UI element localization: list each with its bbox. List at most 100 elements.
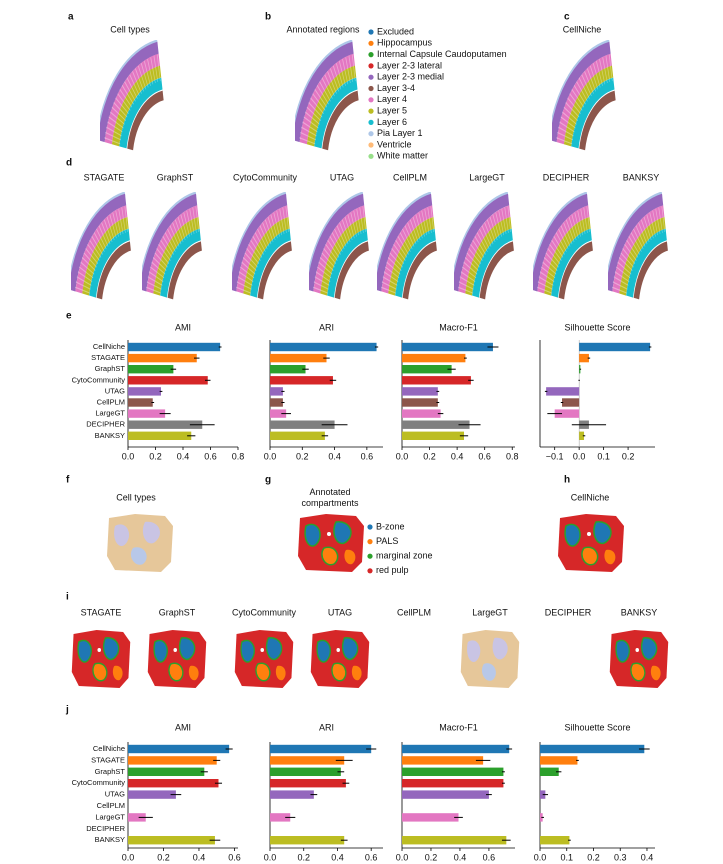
bar bbox=[128, 756, 217, 765]
panel-title: CellNiche bbox=[563, 24, 602, 34]
bar bbox=[128, 353, 197, 363]
method-label: DECIPHER bbox=[543, 172, 590, 182]
tissue-image bbox=[549, 42, 615, 150]
bar bbox=[270, 744, 372, 754]
bar bbox=[128, 342, 221, 352]
method-label: CytoCommunity bbox=[233, 172, 298, 182]
tissue-image bbox=[234, 629, 294, 689]
bar bbox=[402, 353, 466, 363]
bar bbox=[402, 387, 438, 396]
method-label: BANKSY bbox=[623, 172, 660, 182]
legend-label: Layer 2-3 medial bbox=[377, 72, 444, 82]
legend-label: Hippocampus bbox=[377, 38, 433, 48]
bar bbox=[270, 790, 314, 799]
panel-title: Cell types bbox=[110, 24, 150, 34]
tissue-image bbox=[140, 194, 202, 299]
x-tick-label: 0.3 bbox=[614, 852, 627, 862]
legend-label: White matter bbox=[377, 151, 428, 161]
legend-marker bbox=[368, 119, 374, 125]
tissue-image bbox=[297, 513, 365, 573]
tissue-image bbox=[609, 629, 669, 689]
x-tick-label: 0.6 bbox=[365, 852, 378, 862]
bar bbox=[270, 431, 325, 440]
x-tick-label: 0.8 bbox=[232, 451, 245, 461]
x-tick-label: 0.2 bbox=[587, 852, 600, 862]
tissue-image bbox=[97, 42, 163, 150]
legend-label: Pia Layer 1 bbox=[377, 128, 423, 138]
bar bbox=[128, 767, 205, 776]
bar bbox=[270, 813, 291, 822]
category-label: STAGATE bbox=[91, 353, 125, 362]
x-tick-label: 0.4 bbox=[193, 852, 206, 862]
legend-marker bbox=[368, 108, 374, 114]
x-tick-label: 0.0 bbox=[264, 451, 277, 461]
tissue-image bbox=[307, 194, 369, 299]
bar bbox=[128, 779, 219, 788]
panel-title: Annotated regions bbox=[286, 24, 360, 34]
tissue-image bbox=[230, 194, 292, 299]
x-tick-label: 0.2 bbox=[297, 852, 310, 862]
tissue-image bbox=[310, 629, 370, 689]
method-label: CellPLM bbox=[397, 607, 431, 617]
chart-title: Macro-F1 bbox=[439, 722, 478, 732]
method-label: CellPLM bbox=[393, 172, 427, 182]
panel-letter: c bbox=[564, 12, 570, 23]
chart-title: ARI bbox=[319, 322, 334, 332]
x-tick-label: 0.2 bbox=[622, 451, 635, 461]
bar bbox=[540, 756, 578, 765]
bar bbox=[128, 365, 174, 374]
panel-title: Cell types bbox=[116, 492, 156, 502]
x-tick-label: 0.2 bbox=[149, 451, 162, 461]
category-label: CellNiche bbox=[93, 342, 125, 351]
category-label: DECIPHER bbox=[86, 824, 125, 833]
bar bbox=[579, 431, 585, 440]
legend-marker bbox=[368, 131, 374, 137]
x-tick-label: 0.0 bbox=[396, 852, 409, 862]
bar bbox=[402, 342, 493, 352]
category-label: UTAG bbox=[105, 790, 125, 799]
category-label: GraphST bbox=[95, 364, 126, 373]
x-tick-label: 0.0 bbox=[122, 852, 135, 862]
legend-label: red pulp bbox=[376, 565, 409, 575]
tissue-image bbox=[107, 514, 173, 572]
tissue-image bbox=[606, 194, 668, 299]
bar bbox=[562, 398, 580, 407]
panel-letter: e bbox=[66, 311, 72, 322]
panel-title: CellNiche bbox=[571, 492, 610, 502]
bar bbox=[270, 353, 327, 363]
x-tick-label: 0.6 bbox=[361, 451, 374, 461]
method-label: CytoCommunity bbox=[232, 607, 297, 617]
tissue-image bbox=[69, 194, 131, 299]
chart-title: AMI bbox=[175, 322, 191, 332]
category-label: CellNiche bbox=[93, 744, 125, 753]
legend-label: Layer 4 bbox=[377, 94, 407, 104]
bar bbox=[579, 342, 651, 352]
chart-title: AMI bbox=[175, 722, 191, 732]
bar bbox=[402, 744, 510, 754]
bar bbox=[128, 398, 153, 407]
category-label: CytoCommunity bbox=[72, 375, 126, 384]
bar bbox=[128, 420, 203, 429]
category-label: LargeGT bbox=[95, 409, 125, 418]
bar bbox=[270, 342, 377, 352]
bar bbox=[128, 790, 176, 799]
x-tick-label: 0.6 bbox=[204, 451, 217, 461]
method-label: GraphST bbox=[157, 172, 194, 182]
bar bbox=[402, 779, 504, 788]
legend-label: Layer 3-4 bbox=[377, 83, 415, 93]
bar bbox=[579, 353, 589, 363]
category-label: CytoCommunity bbox=[72, 778, 126, 787]
legend-marker bbox=[368, 85, 374, 92]
category-label: CellPLM bbox=[97, 801, 125, 810]
bar bbox=[128, 409, 166, 418]
method-label: BANKSY bbox=[621, 607, 658, 617]
tissue-image bbox=[531, 194, 593, 299]
tissue-image bbox=[452, 194, 514, 299]
panel-letter: d bbox=[66, 158, 72, 169]
panel-letter: a bbox=[68, 12, 74, 23]
legend-marker bbox=[367, 524, 373, 530]
legend-marker bbox=[367, 553, 373, 559]
legend-marker bbox=[368, 63, 374, 69]
